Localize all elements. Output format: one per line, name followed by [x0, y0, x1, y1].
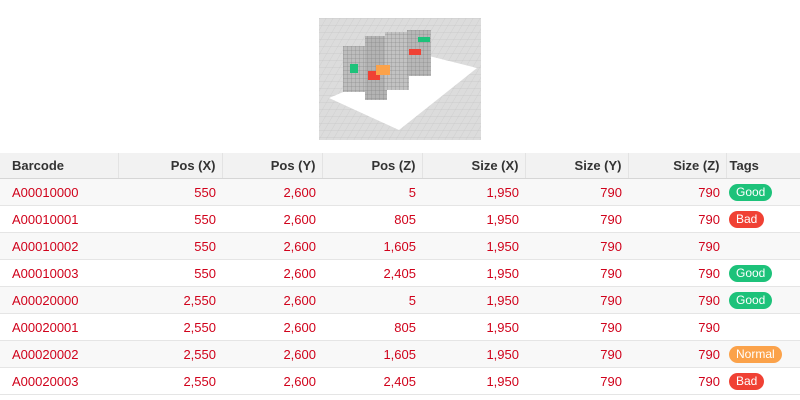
3d-preview-canvas[interactable]	[319, 18, 481, 140]
table-row[interactable]: A00010001 550 2,600 805 1,950 790 790 Bad	[0, 205, 800, 233]
box-normal	[376, 65, 390, 75]
barcode-cell: A00010002	[0, 232, 118, 260]
barcode-cell: A00020003	[0, 367, 118, 395]
col-pos-z-header[interactable]: Pos (Z)	[321, 153, 422, 179]
pos-y-cell: 2,600	[222, 232, 322, 260]
table-row[interactable]: A00020000 2,550 2,600 5 1,950 790 790 Good	[0, 286, 800, 314]
size-z-cell: 790	[628, 232, 726, 260]
tags-cell: Good	[726, 178, 800, 206]
size-y-cell: 790	[525, 313, 628, 341]
status-badge: Bad	[729, 210, 765, 228]
pos-y-cell: 2,600	[222, 178, 322, 206]
size-y-cell: 790	[525, 205, 628, 233]
pos-x-cell: 550	[118, 205, 222, 233]
size-x-cell: 1,950	[422, 232, 525, 260]
status-badge: Good	[729, 264, 773, 282]
tags-cell	[726, 232, 800, 260]
size-y-cell: 790	[525, 367, 628, 395]
pos-z-cell: 805	[322, 313, 422, 341]
table-body: A00010000 550 2,600 5 1,950 790 790 Good A000100…	[0, 178, 800, 395]
table-row[interactable]: A00020002 2,550 2,600 1,605 1,950 790 790 Norma…	[0, 340, 800, 368]
table-row[interactable]: A00010000 550 2,600 5 1,950 790 790 Good	[0, 178, 800, 206]
size-x-cell: 1,950	[422, 313, 525, 341]
pos-x-cell: 2,550	[118, 313, 222, 341]
pallet-floor	[329, 56, 477, 130]
size-y-cell: 790	[525, 178, 628, 206]
pos-y-cell: 2,600	[222, 367, 322, 395]
pos-z-cell: 2,405	[322, 259, 422, 287]
size-x-cell: 1,950	[422, 367, 525, 395]
size-z-cell: 790	[628, 205, 726, 233]
table-row[interactable]: A00010003 550 2,600 2,405 1,950 790 790 Good	[0, 259, 800, 287]
size-y-cell: 790	[525, 340, 628, 368]
pos-y-cell: 2,600	[222, 286, 322, 314]
status-badge: Bad	[729, 372, 765, 390]
pos-z-cell: 805	[322, 205, 422, 233]
box-stacks	[343, 30, 431, 100]
pos-x-cell: 550	[118, 178, 222, 206]
size-x-cell: 1,950	[422, 178, 525, 206]
pos-x-cell: 2,550	[118, 367, 222, 395]
col-size-z-header[interactable]: Size (Z)	[627, 153, 726, 179]
size-z-cell: 790	[628, 178, 726, 206]
size-x-cell: 1,950	[422, 286, 525, 314]
table-row[interactable]: A00020003 2,550 2,600 2,405 1,950 790 790 Bad	[0, 367, 800, 395]
col-barcode-header[interactable]: Barcode	[0, 153, 118, 179]
box-bad	[368, 71, 380, 80]
col-pos-y-header[interactable]: Pos (Y)	[221, 153, 322, 179]
inventory-table: Barcode Pos (X) Pos (Y) Pos (Z) Size (X)…	[0, 153, 800, 395]
barcode-cell: A00010000	[0, 178, 118, 206]
size-z-cell: 790	[628, 367, 726, 395]
col-size-x-header[interactable]: Size (X)	[421, 153, 525, 179]
pos-x-cell: 550	[118, 232, 222, 260]
col-tags-header[interactable]: Tags	[725, 153, 800, 179]
barcode-cell: A00020002	[0, 340, 118, 368]
status-badge: Good	[729, 183, 773, 201]
pos-z-cell: 2,405	[322, 367, 422, 395]
tags-cell: Normal	[726, 340, 800, 368]
pos-y-cell: 2,600	[222, 259, 322, 287]
col-pos-x-header[interactable]: Pos (X)	[117, 153, 222, 179]
table-header-row: Barcode Pos (X) Pos (Y) Pos (Z) Size (X)…	[0, 153, 800, 179]
table-row[interactable]: A00010002 550 2,600 1,605 1,950 790 790	[0, 232, 800, 260]
size-z-cell: 790	[628, 340, 726, 368]
box-good-top	[418, 37, 430, 42]
size-z-cell: 790	[628, 313, 726, 341]
tags-cell: Good	[726, 286, 800, 314]
tags-cell: Bad	[726, 205, 800, 233]
barcode-cell: A00020001	[0, 313, 118, 341]
pos-y-cell: 2,600	[222, 313, 322, 341]
box-bad-top	[409, 49, 421, 55]
status-badge: Good	[729, 291, 773, 309]
3d-warehouse-preview[interactable]	[319, 18, 481, 140]
size-y-cell: 790	[525, 232, 628, 260]
tags-cell: Bad	[726, 367, 800, 395]
pos-x-cell: 2,550	[118, 286, 222, 314]
size-y-cell: 790	[525, 286, 628, 314]
tags-cell: Good	[726, 259, 800, 287]
barcode-cell: A00010001	[0, 205, 118, 233]
barcode-cell: A00010003	[0, 259, 118, 287]
size-x-cell: 1,950	[422, 259, 525, 287]
size-x-cell: 1,950	[422, 205, 525, 233]
pos-z-cell: 5	[322, 178, 422, 206]
pos-z-cell: 1,605	[322, 232, 422, 260]
pos-z-cell: 1,605	[322, 340, 422, 368]
size-z-cell: 790	[628, 259, 726, 287]
box-good	[350, 64, 358, 73]
table-row[interactable]: A00020001 2,550 2,600 805 1,950 790 790	[0, 313, 800, 341]
pos-x-cell: 550	[118, 259, 222, 287]
pos-z-cell: 5	[322, 286, 422, 314]
barcode-cell: A00020000	[0, 286, 118, 314]
size-z-cell: 790	[628, 286, 726, 314]
pos-y-cell: 2,600	[222, 205, 322, 233]
size-y-cell: 790	[525, 259, 628, 287]
status-badge: Normal	[729, 345, 782, 363]
pos-y-cell: 2,600	[222, 340, 322, 368]
pos-x-cell: 2,550	[118, 340, 222, 368]
tags-cell	[726, 313, 800, 341]
size-x-cell: 1,950	[422, 340, 525, 368]
col-size-y-header[interactable]: Size (Y)	[524, 153, 628, 179]
